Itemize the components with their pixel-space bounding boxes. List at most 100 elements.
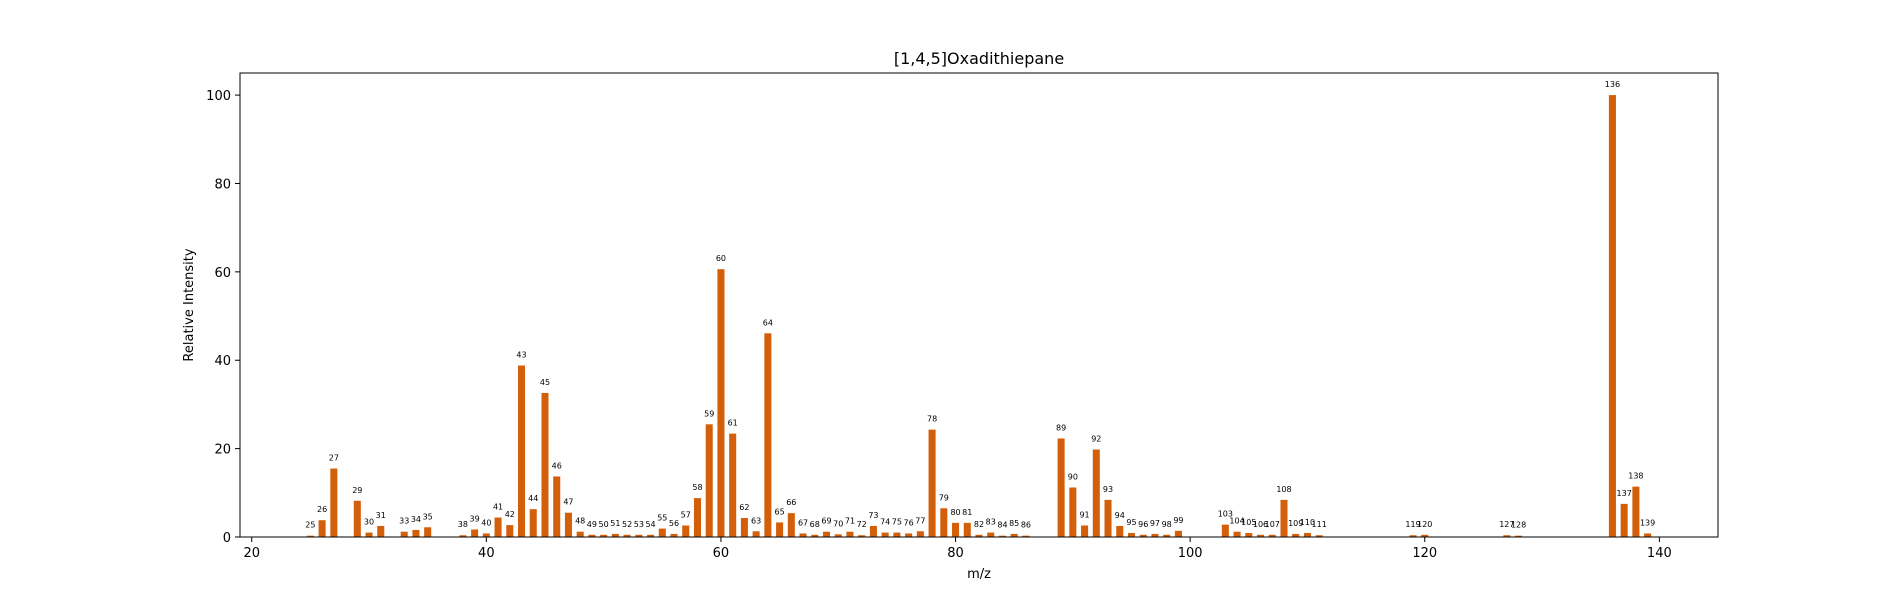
peak-bar-41 <box>494 517 502 537</box>
peak-label-79: 79 <box>939 493 949 502</box>
peak-bar-40 <box>482 533 490 537</box>
peak-bar-71 <box>846 531 854 537</box>
peak-label-66: 66 <box>786 498 796 507</box>
peak-bar-139 <box>1644 533 1652 537</box>
peak-bar-46 <box>553 476 561 537</box>
peak-bar-43 <box>518 365 526 537</box>
peak-label-105: 105 <box>1241 518 1256 527</box>
peak-label-74: 74 <box>880 518 890 527</box>
peak-label-27: 27 <box>329 454 339 463</box>
peak-label-128: 128 <box>1511 521 1526 530</box>
x-tick-label-100: 100 <box>1178 546 1203 561</box>
peak-bar-83 <box>987 532 995 537</box>
x-tick-label-20: 20 <box>243 546 260 561</box>
peak-label-75: 75 <box>892 518 902 527</box>
y-axis: 0 20 40 60 80 100 <box>206 89 240 546</box>
peak-bar-50 <box>600 534 608 537</box>
peak-label-83: 83 <box>986 518 996 527</box>
peak-label-69: 69 <box>821 517 831 526</box>
peak-label-97: 97 <box>1150 519 1160 528</box>
peak-bar-62 <box>740 518 748 537</box>
peak-bar-45 <box>541 392 549 537</box>
peak-bar-96 <box>1139 534 1147 537</box>
peak-label-78: 78 <box>927 415 937 424</box>
peak-bar-57 <box>682 525 690 537</box>
peak-bar-42 <box>506 525 514 537</box>
peak-label-106: 106 <box>1253 520 1268 529</box>
peak-bar-35 <box>424 527 432 537</box>
peak-bar-78 <box>928 429 936 537</box>
peak-bar-39 <box>471 529 479 537</box>
peak-label-92: 92 <box>1091 435 1101 444</box>
peak-bar-109 <box>1292 533 1300 537</box>
peak-label-76: 76 <box>904 518 914 527</box>
peak-bar-86 <box>1022 535 1030 537</box>
peak-bar-27 <box>330 468 338 537</box>
peak-label-52: 52 <box>622 520 632 529</box>
peak-bar-70 <box>834 534 842 537</box>
peak-label-33: 33 <box>399 517 409 526</box>
peak-label-35: 35 <box>423 512 433 521</box>
peak-label-136: 136 <box>1605 80 1620 89</box>
peak-bar-137 <box>1620 503 1628 537</box>
peak-bar-31 <box>377 525 385 537</box>
peak-bar-76 <box>905 533 913 537</box>
peak-bar-65 <box>776 522 784 537</box>
y-tick-label-100: 100 <box>206 89 231 104</box>
peak-bar-79 <box>940 508 948 537</box>
peak-bar-136 <box>1608 95 1616 537</box>
peak-bar-48 <box>576 531 584 537</box>
peak-label-82: 82 <box>974 520 984 529</box>
peak-label-120: 120 <box>1417 520 1432 529</box>
peak-bar-66 <box>787 513 795 537</box>
x-tick-label-120: 120 <box>1412 546 1437 561</box>
peak-bar-128 <box>1515 535 1523 537</box>
peak-bar-95 <box>1127 533 1136 537</box>
peak-bar-54 <box>647 534 655 537</box>
peak-label-62: 62 <box>739 503 749 512</box>
peak-bar-53 <box>635 534 643 537</box>
peak-label-71: 71 <box>845 517 855 526</box>
peak-bar-77 <box>916 531 924 537</box>
peak-bar-33 <box>400 531 408 537</box>
peak-label-89: 89 <box>1056 423 1066 432</box>
peak-bar-55 <box>658 528 666 537</box>
peak-label-51: 51 <box>610 519 620 528</box>
y-axis-title: Relative Intensity <box>182 248 197 361</box>
peak-bar-68 <box>811 534 819 537</box>
peak-label-63: 63 <box>751 516 761 525</box>
peak-label-29: 29 <box>352 486 362 495</box>
peak-label-137: 137 <box>1617 489 1632 498</box>
peak-bar-52 <box>623 534 631 537</box>
peak-label-40: 40 <box>481 518 491 527</box>
peak-bar-92 <box>1092 449 1100 537</box>
peak-bar-108 <box>1280 499 1288 537</box>
peak-bar-138 <box>1632 486 1640 537</box>
peak-label-98: 98 <box>1162 520 1172 529</box>
y-tick-label-80: 80 <box>214 177 231 192</box>
peak-bar-107 <box>1268 534 1276 537</box>
peak-label-107: 107 <box>1265 520 1280 529</box>
peak-bar-110 <box>1303 533 1311 537</box>
peak-label-67: 67 <box>798 518 808 527</box>
peak-bar-80 <box>952 522 960 537</box>
peak-bar-25 <box>306 535 314 537</box>
peak-bar-84 <box>998 535 1006 537</box>
peak-label-43: 43 <box>516 351 526 360</box>
peak-label-53: 53 <box>634 520 644 529</box>
peak-label-90: 90 <box>1068 473 1078 482</box>
x-tick-label-80: 80 <box>947 546 964 561</box>
peak-label-70: 70 <box>833 519 843 528</box>
peak-label-39: 39 <box>470 514 480 523</box>
peak-label-60: 60 <box>716 254 726 263</box>
peak-bar-47 <box>564 512 572 537</box>
peak-bar-119 <box>1409 535 1417 537</box>
peak-label-93: 93 <box>1103 485 1113 494</box>
peak-label-127: 127 <box>1499 520 1514 529</box>
peak-bar-56 <box>670 533 678 537</box>
peak-bar-67 <box>799 533 807 537</box>
y-tick-label-40: 40 <box>214 354 231 369</box>
peak-bar-73 <box>869 525 877 537</box>
peak-label-99: 99 <box>1173 516 1183 525</box>
